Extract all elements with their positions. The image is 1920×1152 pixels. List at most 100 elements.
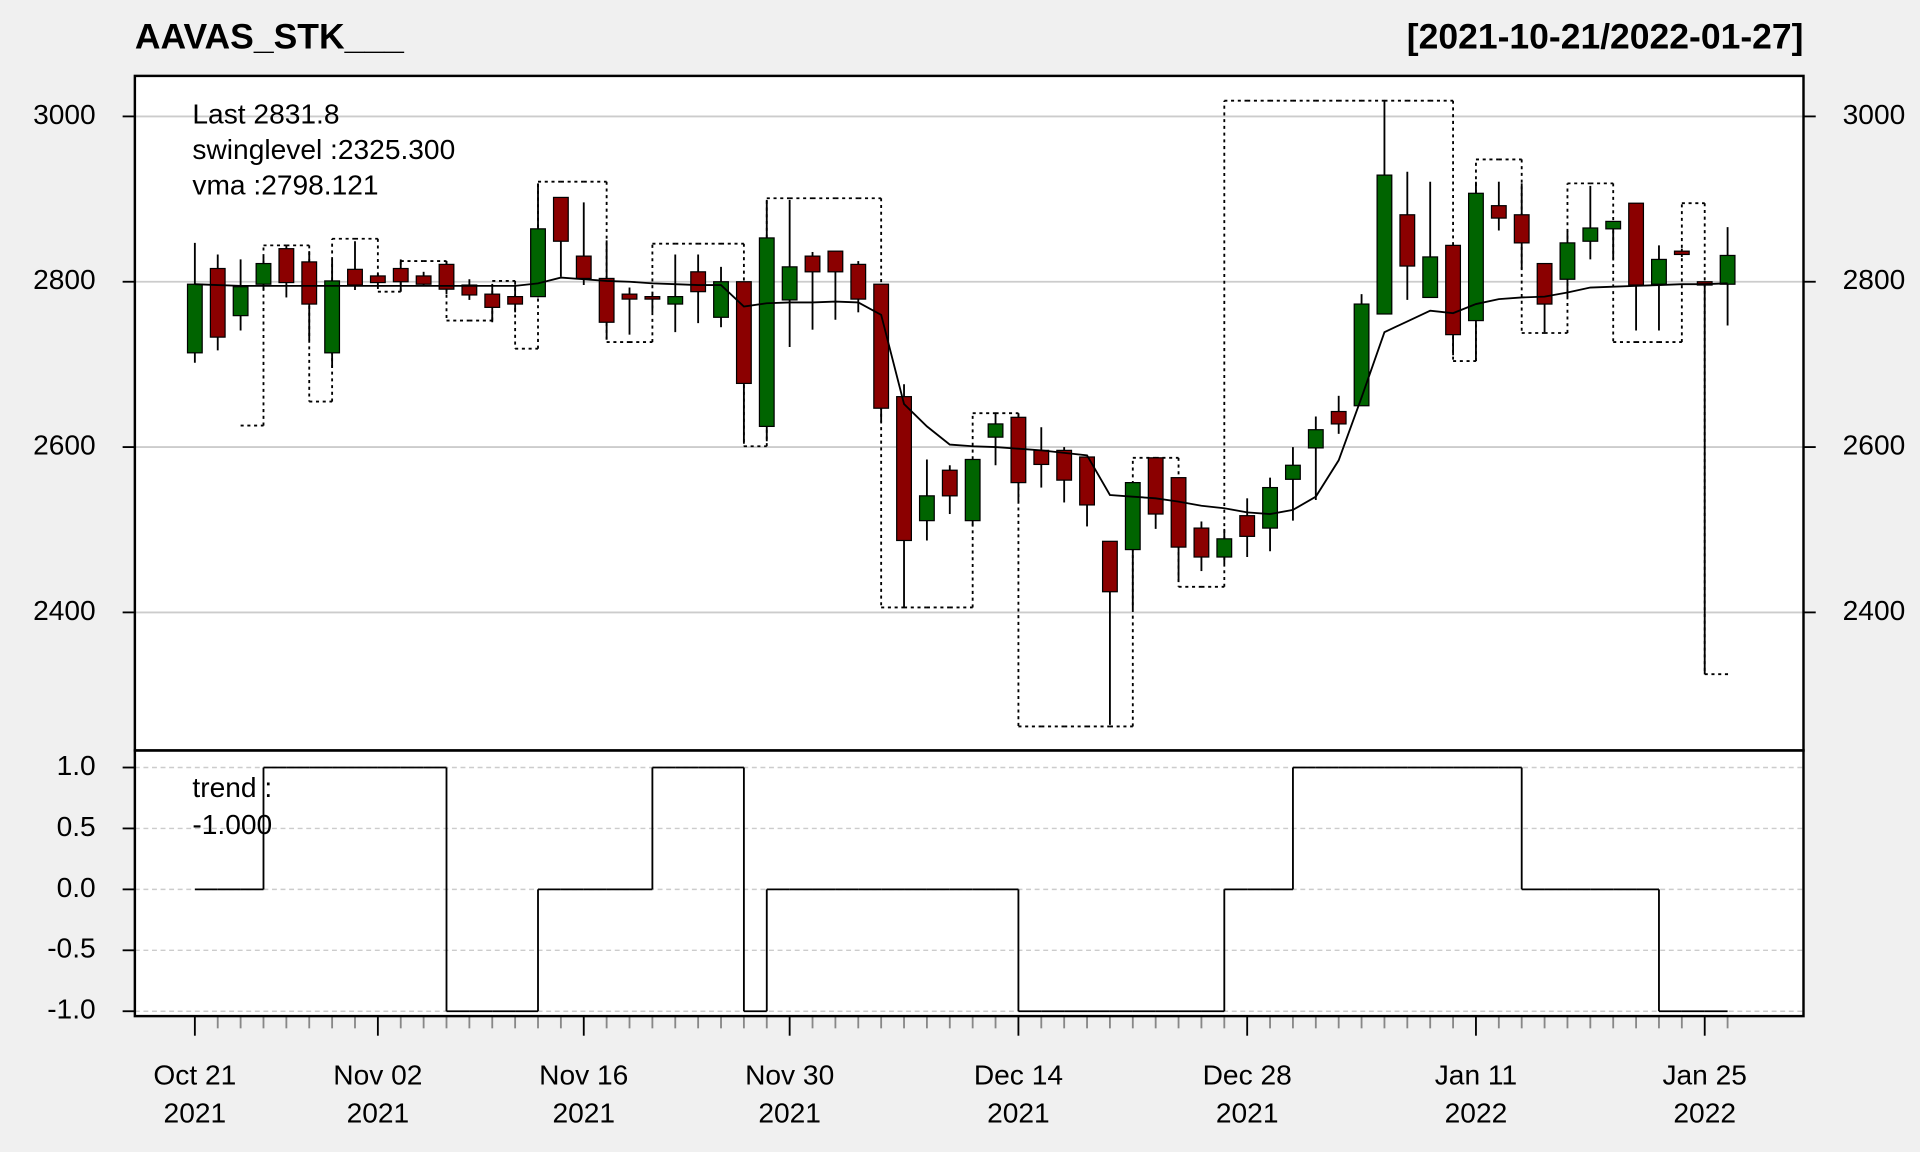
x-tick-label-year: 2021 xyxy=(164,1098,227,1129)
legend-trend-value: -1.000 xyxy=(192,809,272,840)
trend-y-tick-label: 0.5 xyxy=(57,811,96,842)
x-tick-label: Nov 16 xyxy=(539,1060,628,1091)
x-tick-label: Dec 14 xyxy=(974,1060,1063,1091)
candle-body xyxy=(1147,457,1164,515)
vma-line xyxy=(194,276,1728,515)
x-tick-label: Jan 11 xyxy=(1435,1060,1517,1091)
y-tick-label: 3000 xyxy=(33,99,96,130)
plot-background xyxy=(134,75,1804,1017)
candle-body xyxy=(1719,254,1736,285)
candle-body xyxy=(1170,477,1187,548)
x-tick-label: Nov 02 xyxy=(333,1060,422,1091)
candle-body xyxy=(1582,227,1599,242)
candle-body xyxy=(575,255,592,280)
candle-body xyxy=(850,263,867,300)
trend-panel xyxy=(194,766,1728,1013)
candle-body xyxy=(804,255,821,273)
candle-body xyxy=(347,268,363,286)
candle-body xyxy=(507,296,524,305)
candle-body xyxy=(1513,214,1530,244)
x-tick-label: Jan 25 xyxy=(1662,1060,1747,1091)
x-tick-label: Dec 28 xyxy=(1203,1060,1292,1091)
candle-body xyxy=(1628,202,1645,286)
grid xyxy=(134,115,1804,1012)
x-tick-label-year: 2021 xyxy=(987,1098,1050,1129)
candle-body xyxy=(781,266,798,301)
candle-body xyxy=(1307,429,1324,449)
candle-body xyxy=(1467,192,1484,322)
y-tick-label: 2800 xyxy=(33,264,96,295)
axes: 2400 2400 2600 2600 2800 2800 3000 3000 1.0 0.5 0.… xyxy=(33,99,1905,1129)
legend-last: Last 2831.8 xyxy=(192,99,339,130)
x-tick-label-year: 2022 xyxy=(1673,1098,1736,1129)
candle-body xyxy=(324,280,341,354)
candle-body xyxy=(1330,410,1347,425)
candle-body xyxy=(827,250,844,273)
y2-tick-label: 2800 xyxy=(1843,264,1906,295)
candle-body xyxy=(690,271,707,293)
candle-body xyxy=(1536,262,1553,305)
candle-body xyxy=(1033,449,1050,466)
candle-body xyxy=(667,296,684,305)
date-range: [2021-10-21/2022-01-27] xyxy=(1407,17,1804,57)
candle-body xyxy=(484,293,501,308)
candle-body xyxy=(552,196,569,242)
candle-body xyxy=(873,283,890,409)
candle-body xyxy=(918,495,935,522)
legend-trend: trend : xyxy=(192,772,272,803)
candle-body xyxy=(530,228,546,298)
y2-tick-label: 2600 xyxy=(1843,430,1906,461)
candle-body xyxy=(232,286,249,317)
trend-y-tick-label: -1.0 xyxy=(47,994,95,1025)
candle-body xyxy=(964,458,981,522)
candle-body xyxy=(255,262,272,285)
candle-body xyxy=(415,275,432,285)
candle-body xyxy=(1239,515,1256,537)
x-tick-label: Nov 30 xyxy=(745,1060,834,1091)
candle-body xyxy=(392,267,409,283)
price-panel xyxy=(186,99,1736,728)
candle-body xyxy=(369,275,386,284)
candle-body xyxy=(1651,258,1667,285)
candle-body xyxy=(598,277,615,323)
candle-body xyxy=(941,469,958,497)
candle-body xyxy=(1353,303,1370,407)
trend-y-tick-label: 1.0 xyxy=(57,750,96,781)
candle-body xyxy=(1605,220,1622,230)
candle-body xyxy=(1673,250,1690,256)
x-tick-label-year: 2021 xyxy=(552,1098,615,1129)
candle-body xyxy=(758,237,775,428)
y2-tick-label: 2400 xyxy=(1843,595,1906,626)
candle-body xyxy=(735,281,752,385)
candle-body xyxy=(1216,538,1233,558)
candle-body xyxy=(644,296,661,300)
x-tick-label-year: 2021 xyxy=(758,1098,821,1129)
candle-body xyxy=(896,396,912,542)
candle-body xyxy=(301,261,318,305)
candle-body xyxy=(1124,482,1141,551)
candle-body xyxy=(438,263,455,290)
trend-y-tick-label: 0.0 xyxy=(57,872,96,903)
trend-y-tick-label: -0.5 xyxy=(47,933,95,964)
x-tick-label-year: 2022 xyxy=(1445,1098,1508,1129)
candle-body xyxy=(1193,527,1210,558)
candle-body xyxy=(1284,464,1301,480)
candle-body xyxy=(1399,214,1416,267)
candle-body xyxy=(713,281,729,318)
candle-body xyxy=(278,248,295,284)
candle-body xyxy=(621,293,638,300)
candle-body xyxy=(1422,256,1439,299)
legend-swinglevel: swinglevel :2325.300 xyxy=(192,134,455,165)
candle-body xyxy=(1490,205,1507,219)
legend-vma: vma :2798.121 xyxy=(192,170,378,201)
x-tick-label: Oct 21 xyxy=(153,1060,236,1091)
candle-body xyxy=(1559,242,1576,280)
candle-body xyxy=(1445,244,1462,336)
chart-title: AAVAS_STK___ xyxy=(135,17,405,57)
x-tick-label-year: 2021 xyxy=(347,1098,410,1129)
candle-body xyxy=(987,423,1004,438)
y-tick-label: 2600 xyxy=(33,430,96,461)
candle-body xyxy=(186,283,203,354)
